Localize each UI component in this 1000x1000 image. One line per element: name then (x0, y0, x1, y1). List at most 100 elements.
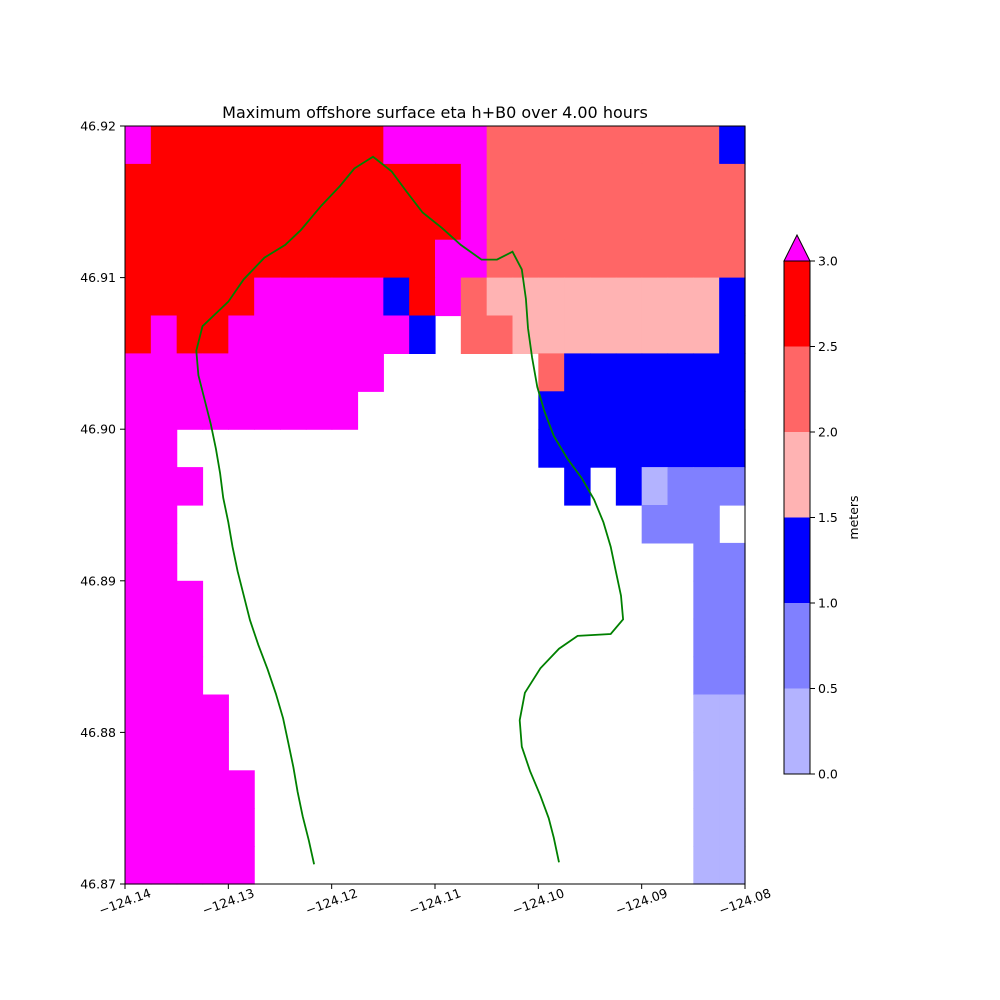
heatmap-cell (615, 126, 643, 165)
y-tick-label: 46.87 (80, 877, 116, 892)
heatmap-cell (667, 505, 694, 544)
heatmap-cell (176, 732, 204, 771)
heatmap-cell (150, 542, 178, 582)
heatmap-cell (150, 618, 178, 658)
heatmap-cell (435, 163, 462, 203)
heatmap-cell (280, 163, 307, 203)
heatmap-cell (176, 618, 204, 658)
heatmap-cell (150, 163, 178, 203)
heatmap-cell (564, 163, 591, 203)
heatmap-cell (590, 391, 617, 430)
heatmap-cell (693, 126, 720, 165)
heatmap-cell (460, 163, 488, 203)
heatmap-cell (254, 315, 281, 354)
heatmap-cell (150, 505, 178, 544)
heatmap-cell (693, 429, 720, 468)
colorbar: 0.0 0.5 1.0 1.5 2.0 2.5 3.0 (783, 233, 838, 782)
heatmap-cell (125, 732, 152, 771)
heatmap-cell (150, 315, 178, 354)
heatmap-cell (331, 315, 359, 354)
colorbar-segment (784, 517, 810, 603)
heatmap-cell (719, 391, 746, 430)
y-tick-label: 46.91 (80, 270, 116, 285)
heatmap-cell (719, 126, 746, 165)
heatmap-cell (125, 618, 152, 658)
heatmap-cell (615, 353, 643, 392)
heatmap-cell (125, 163, 152, 203)
heatmap-cell (331, 353, 359, 392)
heatmap-cell (383, 163, 410, 203)
heatmap-cell (305, 126, 333, 165)
heatmap-cell (202, 277, 229, 317)
heatmap-cell (383, 201, 410, 241)
heatmap-cell (693, 694, 720, 733)
heatmap-cell (150, 694, 178, 733)
heatmap-cell (176, 467, 204, 506)
heatmap-cell (693, 656, 720, 696)
heatmap-cell (150, 391, 178, 430)
heatmap-cell (176, 694, 204, 733)
heatmap-cell (228, 391, 255, 430)
x-tick-label: −124.13 (200, 885, 256, 918)
heatmap-cell (228, 201, 255, 241)
colorbar-segment (784, 346, 810, 432)
y-tick-label: 46.89 (80, 573, 116, 588)
heatmap-cell (280, 126, 307, 165)
heatmap-cell (254, 126, 281, 165)
heatmap-cell (719, 694, 746, 733)
heatmap-cell (383, 239, 410, 279)
shoreline-layer (195, 155, 625, 865)
heatmap-cell (512, 163, 539, 203)
heatmap-cell (641, 277, 669, 317)
y-tick-label: 46.90 (80, 422, 116, 437)
heatmap-cell (125, 467, 152, 506)
heatmap-cell (383, 277, 410, 317)
colorbar-tick-label: 2.5 (818, 339, 838, 354)
colorbar-segment (784, 688, 810, 774)
heatmap-cell (435, 239, 462, 279)
heatmap-cell (460, 126, 488, 165)
heatmap-cell (719, 770, 746, 809)
heatmap-cell (125, 391, 152, 430)
chart-title: Maximum offshore surface eta h+B0 over 4… (222, 103, 648, 122)
heatmap-cell (228, 353, 255, 392)
heatmap-cell (176, 846, 204, 885)
heatmap-cell (641, 201, 669, 241)
heatmap-cell (641, 391, 669, 430)
heatmap-cell (176, 163, 204, 203)
heatmap-cell (331, 201, 359, 241)
heatmap-cell (564, 126, 591, 165)
heatmap-cell (693, 315, 720, 354)
heatmap-cell (538, 239, 565, 279)
heatmap-cell (693, 353, 720, 392)
heatmap-cell (202, 694, 229, 733)
heatmap-cell (538, 163, 565, 203)
heatmap-cell (719, 239, 746, 279)
heatmap-cell (176, 353, 204, 392)
heatmap-cell (331, 277, 359, 317)
heatmap-cell (693, 201, 720, 241)
heatmap-cell (693, 163, 720, 203)
heatmap-cell (512, 201, 539, 241)
heatmap-cell (150, 126, 178, 165)
heatmap-cell (176, 580, 204, 620)
heatmap-cell (564, 239, 591, 279)
heatmap-cell (176, 808, 204, 847)
heatmap-cell (305, 315, 333, 354)
heatmap-cell (719, 353, 746, 392)
heatmap-cell (590, 201, 617, 241)
heatmap-cell (125, 580, 152, 620)
heatmap-cell (357, 239, 384, 279)
heatmap-cell (538, 315, 565, 354)
heatmap-cell (460, 201, 488, 241)
heatmap-cell (693, 277, 720, 317)
heatmap-cell (280, 391, 307, 430)
heatmap-cell (357, 163, 384, 203)
heatmap-cell (719, 201, 746, 241)
heatmap-cell (125, 126, 152, 165)
heatmap-cell (228, 163, 255, 203)
heatmap-cell (667, 467, 694, 506)
heatmap-cell (538, 391, 565, 430)
heatmap-cell (202, 770, 229, 809)
